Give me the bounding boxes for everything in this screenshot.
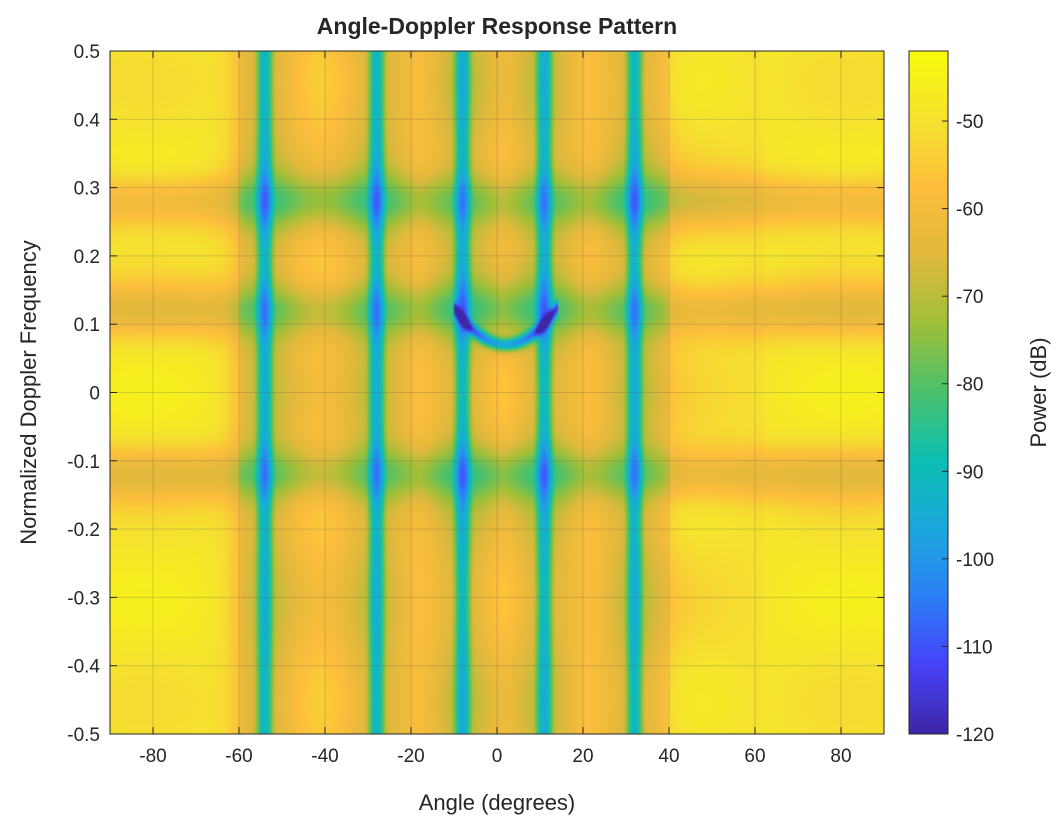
colorbar: -120 -110 -100 -90 -80 -70 -60 -50 <box>908 50 994 746</box>
y-tick-label: -0.3 <box>67 588 100 609</box>
colorbar-gradient <box>909 51 948 734</box>
y-axis-ticks: -0.5 -0.4 -0.3 -0.2 -0.1 0 0.1 0.2 0.3 0.4 0.5 <box>67 42 884 746</box>
colorbar-tick-label: -110 <box>956 637 993 658</box>
y-tick-label: -0.1 <box>67 452 100 473</box>
colorbar-tick-label: -120 <box>956 725 994 746</box>
colorbar-tick-label: -70 <box>956 287 983 308</box>
x-axis-label: Angle (degrees) <box>419 790 576 815</box>
colorbar-label: Power (dB) <box>1026 337 1051 447</box>
heatmap-image <box>110 51 884 734</box>
y-tick-label: 0.5 <box>74 42 100 63</box>
colorbar-tick-label: -90 <box>956 462 983 483</box>
colorbar-tick-label: -60 <box>956 200 983 221</box>
colorbar-tick-label: -80 <box>956 375 983 396</box>
x-tick-label: 0 <box>492 746 503 767</box>
colorbar-tick-label: -50 <box>956 112 983 133</box>
x-tick-label: 80 <box>830 746 851 767</box>
y-tick-label: 0.2 <box>74 247 100 268</box>
x-tick-label: -80 <box>139 746 166 767</box>
colorbar-tick-label: -100 <box>956 550 994 571</box>
x-tick-label: -20 <box>397 746 424 767</box>
y-tick-label: 0 <box>89 384 100 405</box>
y-tick-label: -0.4 <box>67 657 100 678</box>
colorbar-ticks: -120 -110 -100 -90 -80 -70 -60 -50 <box>942 112 994 746</box>
y-tick-label: 0.3 <box>74 179 100 200</box>
x-tick-label: 40 <box>658 746 679 767</box>
colorbar-frame <box>908 50 949 735</box>
plot-area: -80 -60 -40 -20 0 20 40 60 80 -0.5-0.4-0.3-0.2-0… <box>67 42 885 767</box>
y-tick-label: -0.5 <box>67 725 100 746</box>
y-tick-label: -0.2 <box>67 520 100 541</box>
y-tick-label: 0.4 <box>74 110 101 131</box>
x-tick-label: 20 <box>572 746 593 767</box>
x-axis-ticks: -80 -60 -40 -20 0 20 40 60 80 <box>139 51 852 767</box>
y-tick-label: 0.1 <box>74 315 100 336</box>
grid-lines <box>110 50 884 735</box>
y-axis-label: Normalized Doppler Frequency <box>16 240 41 544</box>
x-tick-label: -60 <box>225 746 252 767</box>
chart-title: Angle-Doppler Response Pattern <box>317 13 677 39</box>
x-tick-label: -40 <box>311 746 338 767</box>
x-tick-label: 60 <box>744 746 765 767</box>
